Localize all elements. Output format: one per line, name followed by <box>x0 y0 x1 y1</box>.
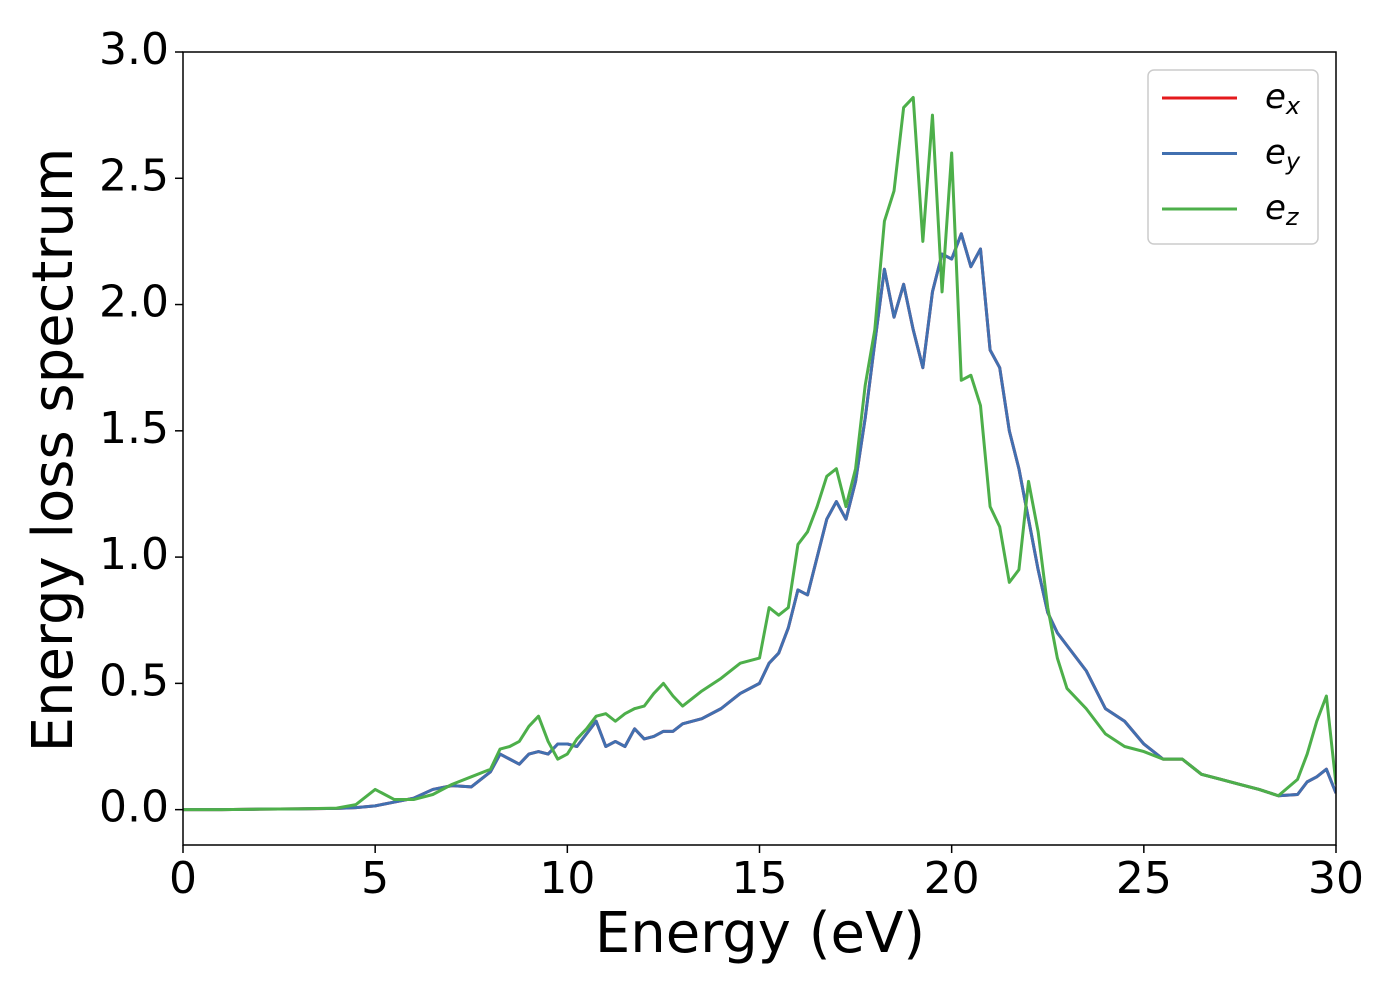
x-tick-label: 15 <box>732 853 788 904</box>
y-tick-label: 2.5 <box>99 150 169 201</box>
x-tick-label: 10 <box>539 853 595 904</box>
series-line <box>183 95 1336 812</box>
y-axis-label: Energy loss spectrum <box>21 148 86 753</box>
legend-label: ex <box>1265 77 1301 121</box>
x-tick-label: 20 <box>924 853 980 904</box>
plot-frame <box>182 51 1337 846</box>
legend-box <box>1147 69 1319 245</box>
legend-label: ez <box>1265 188 1300 232</box>
x-axis-label: Energy (eV) <box>595 901 925 966</box>
y-tick-label: 3.0 <box>99 24 169 75</box>
x-tick-label: 0 <box>169 853 197 904</box>
y-tick-label: 0.0 <box>99 782 169 833</box>
y-tick-label: 1.0 <box>99 529 169 580</box>
y-tick-label: 2.0 <box>99 277 169 328</box>
x-tick-label: 5 <box>361 853 389 904</box>
x-tick-label: 25 <box>1116 853 1172 904</box>
y-tick-label: 1.5 <box>99 403 169 454</box>
series-line <box>183 232 1336 812</box>
y-tick-label: 0.5 <box>99 655 169 706</box>
legend-label: ey <box>1265 132 1301 176</box>
x-tick-label: 30 <box>1308 853 1364 904</box>
